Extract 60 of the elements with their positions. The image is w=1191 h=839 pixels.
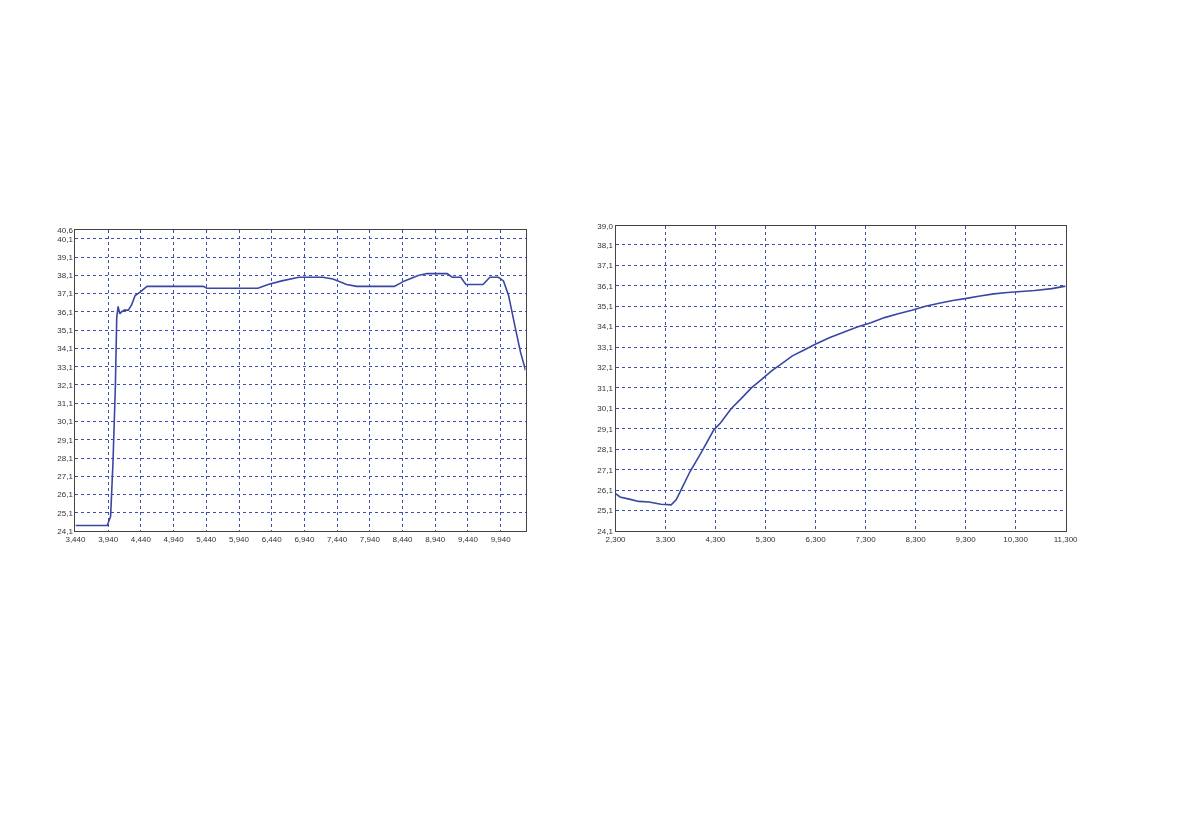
y-tick-label: 37,1 [57, 289, 74, 299]
x-tick-label: 3,300 [655, 534, 677, 544]
x-tick-label: 7,300 [855, 534, 877, 544]
y-tick-label: 27,1 [597, 465, 614, 475]
y-tick-label: 33,1 [597, 342, 614, 352]
y-tick-label: 40,6 [57, 225, 74, 235]
x-tick-label: 3,440 [65, 534, 87, 544]
y-tick-label: 29,1 [597, 424, 614, 434]
y-tick-label: 36,1 [597, 281, 614, 291]
y-tick-label: 29,1 [57, 435, 74, 445]
y-tick-label: 39,1 [57, 252, 74, 262]
y-tick-label: 34,1 [57, 344, 74, 354]
y-tick-label: 38,1 [57, 271, 74, 281]
x-tick-label: 4,300 [705, 534, 727, 544]
x-tick-label: 5,940 [228, 534, 250, 544]
y-tick-label: 28,1 [57, 453, 74, 463]
x-tick-label: 4,440 [130, 534, 152, 544]
y-tick-label: 31,1 [57, 399, 74, 409]
y-tick-label: 34,1 [597, 322, 614, 332]
y-tick-label: 25,1 [57, 508, 74, 518]
y-tick-label: 32,1 [57, 380, 74, 390]
y-tick-label: 28,1 [597, 445, 614, 455]
y-tick-label: 27,1 [57, 472, 74, 482]
y-tick-label: 26,1 [57, 490, 74, 500]
y-tick-label: 30,1 [597, 404, 614, 414]
x-tick-label: 7,440 [327, 534, 348, 544]
x-tick-label: 3,940 [98, 534, 119, 544]
y-tick-label: 26,1 [597, 485, 614, 495]
y-tick-label: 32,1 [597, 363, 614, 373]
y-tick-label: 39,0 [597, 222, 614, 232]
y-tick-label: 37,1 [597, 261, 614, 271]
x-tick-label: 4,940 [163, 534, 185, 544]
x-tick-label: 11,300 [1053, 534, 1079, 544]
y-tick-label: 31,1 [597, 383, 614, 393]
x-tick-label: 8,300 [905, 534, 927, 544]
y-tick-label: 24,1 [57, 526, 74, 536]
y-tick-label: 35,1 [57, 325, 74, 335]
y-tick-label: 35,1 [597, 301, 614, 311]
x-tick-label: 6,940 [294, 534, 315, 544]
line-series [615, 285, 1066, 506]
y-tick-label: 33,1 [57, 362, 74, 372]
x-tick-label: 5,440 [196, 534, 217, 544]
x-tick-label: 6,300 [805, 534, 827, 544]
x-tick-label: 9,300 [955, 534, 977, 544]
x-tick-label: 8,440 [392, 534, 414, 544]
x-tick-label: 9,940 [490, 534, 512, 544]
x-tick-label: 8,940 [425, 534, 446, 544]
x-tick-label: 5,300 [755, 534, 777, 544]
x-tick-label: 7,940 [359, 534, 381, 544]
x-tick-label: 10,300 [1003, 534, 1029, 544]
x-tick-label: 2,300 [605, 534, 627, 544]
y-tick-label: 36,1 [57, 307, 74, 317]
x-tick-label: 9,440 [457, 534, 479, 544]
y-tick-label: 40,1 [57, 234, 74, 244]
y-tick-label: 25,1 [597, 506, 614, 516]
y-tick-label: 38,1 [597, 240, 614, 250]
x-tick-label: 6,440 [261, 534, 283, 544]
y-tick-label: 30,1 [57, 417, 74, 427]
y-tick-label: 24,1 [597, 526, 614, 536]
line-series [75, 272, 526, 527]
